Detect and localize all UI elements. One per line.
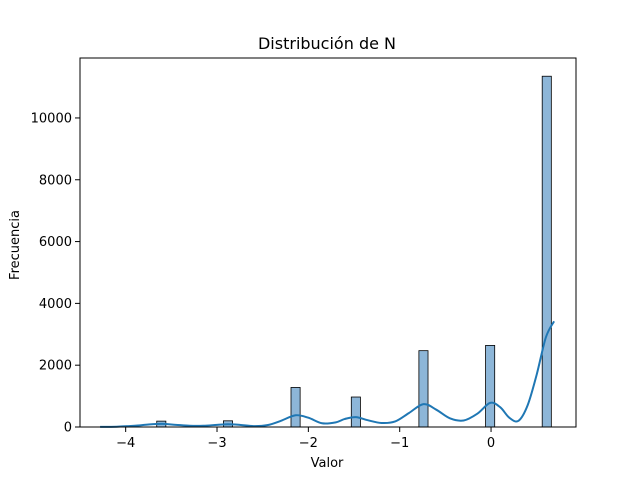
x-tick-label: −4 [116,436,135,451]
x-tick-label: 0 [487,436,495,451]
y-tick-label: 6000 [39,235,72,250]
histogram-bar [541,75,552,428]
y-tick-label: 8000 [39,173,72,188]
y-tick-label: 10000 [31,111,72,126]
x-tick-label: −1 [390,436,409,451]
x-tick-label: −3 [207,436,226,451]
x-axis-ticks: −4 −3 −2 −1 0 [116,427,495,451]
y-axis-ticks: 0 2000 4000 6000 8000 10000 [31,111,80,436]
x-axis-label: Valor [311,456,344,471]
kde-line [100,320,555,428]
x-tick-label: −2 [299,436,318,451]
histogram-bars [156,75,552,428]
histogram-bar [418,350,429,428]
y-tick-label: 4000 [39,297,72,312]
histogram-bar [485,345,496,428]
y-tick-label: 0 [64,421,72,436]
y-tick-label: 2000 [39,359,72,374]
plot-frame [79,57,577,428]
chart-title: Distribución de N [258,34,396,53]
histogram-bar [290,387,301,428]
histogram-bar [350,396,361,428]
y-axis-label: Frecuencia [8,210,23,280]
